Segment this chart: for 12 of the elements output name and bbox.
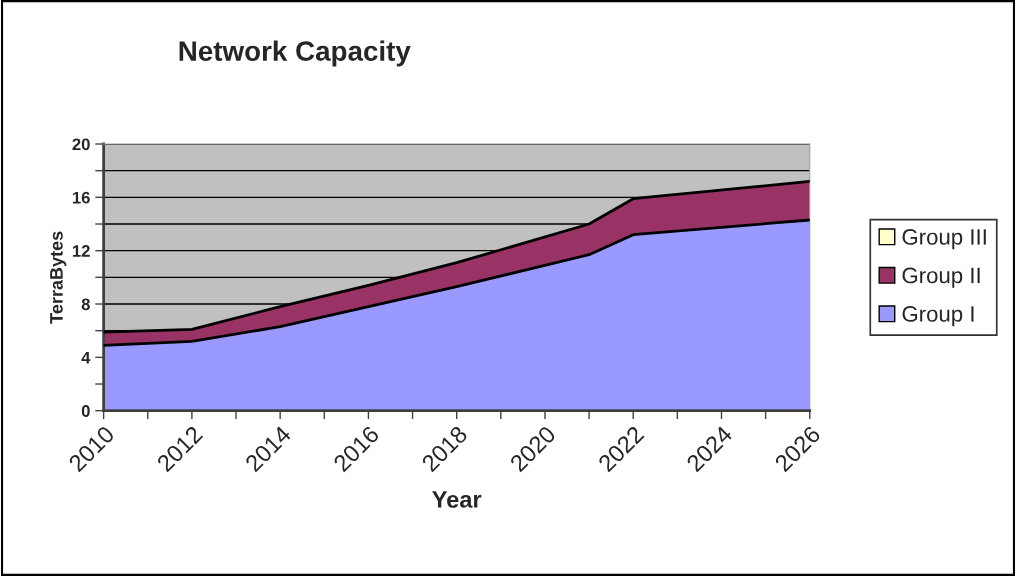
chart-title: Network Capacity — [179, 40, 411, 67]
y-tick-label: 8 — [81, 298, 90, 311]
legend-label: Group III — [902, 229, 986, 250]
legend-label: Group II — [902, 267, 980, 288]
y-tick-label: 16 — [72, 191, 90, 204]
y-tick-label: 20 — [72, 138, 90, 151]
y-tick-label: 4 — [81, 351, 91, 364]
y-tick-label: 12 — [72, 245, 90, 257]
y-axis-title: TerraBytes — [50, 231, 67, 324]
legend-label: Group I — [902, 306, 974, 327]
y-tick-label: 0 — [81, 405, 90, 417]
x-axis-title: Year — [432, 491, 482, 508]
